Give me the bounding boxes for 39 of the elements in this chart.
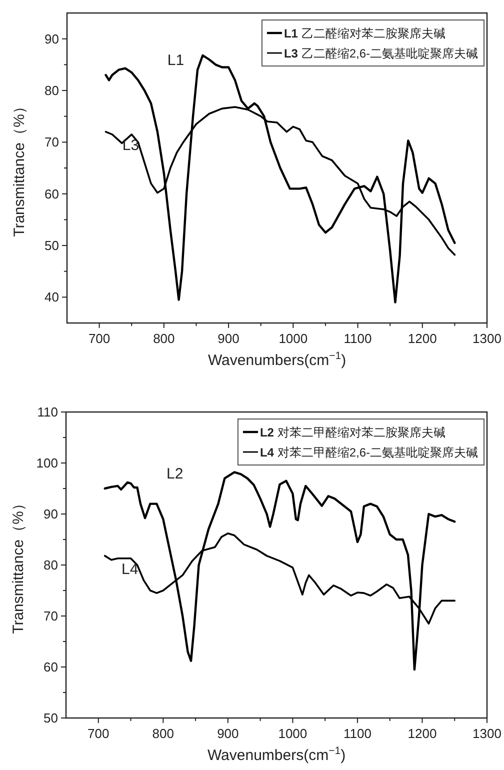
- x-tick-label: 900: [217, 726, 239, 741]
- y-tick-label: 50: [44, 710, 58, 726]
- y-tick-label: 90: [44, 506, 58, 522]
- x-axis-title: Wavenumbers(cm$^{−1}$): [208, 350, 346, 369]
- x-tick-label: 1000: [278, 726, 308, 741]
- y-tick-label: 50: [44, 238, 59, 253]
- y-axis-title: Transmittance（%）: [11, 99, 28, 237]
- annotation: L4: [122, 560, 138, 578]
- legend-label: L2 对苯二甲醛缩对苯二胺聚席夫碱: [260, 426, 446, 440]
- y-tick-label: 60: [44, 660, 58, 674]
- x-tick-label: 1200: [408, 726, 437, 741]
- x-axis-title: Wavenumbers(cm$^{−1}$): [207, 745, 346, 764]
- y-tick-label: 80: [44, 83, 59, 98]
- x-tick-label: 1300: [472, 331, 502, 346]
- x-tick-label: 1100: [344, 331, 372, 346]
- x-tick-label: 800: [152, 726, 174, 741]
- y-tick-label: 90: [44, 31, 59, 46]
- x-tick-label: 800: [153, 331, 175, 346]
- y-tick-label: 60: [44, 186, 59, 202]
- annotation: L3: [122, 136, 140, 154]
- y-tick-label: 100: [36, 456, 58, 470]
- annotation: L1: [167, 52, 184, 69]
- y-tick-label: 40: [44, 290, 59, 305]
- y-axis-title: Transmittance（%）: [10, 496, 27, 634]
- y-tick-label: 70: [44, 134, 59, 150]
- y-tick-label: 70: [44, 608, 58, 624]
- x-tick-label: 900: [218, 331, 240, 346]
- x-tick-label: 1300: [472, 726, 502, 741]
- y-tick-label: 110: [37, 404, 58, 420]
- x-tick-label: 700: [88, 331, 110, 346]
- annotation: L2: [166, 466, 184, 482]
- legend-label: L4 对苯二甲醛缩2,6-二氨基吡啶聚席夫碱: [260, 446, 478, 460]
- y-tick-label: 80: [44, 558, 58, 572]
- x-tick-label: 1100: [343, 726, 372, 741]
- x-tick-label: 1200: [408, 331, 437, 346]
- x-tick-label: 700: [88, 726, 110, 741]
- legend-label: L1 乙二醛缩对苯二胺聚席夫碱: [284, 26, 446, 40]
- legend-label: L3 乙二醛缩2,6-二氨基吡啶聚席夫碱: [284, 46, 478, 60]
- x-tick-label: 1000: [278, 331, 308, 346]
